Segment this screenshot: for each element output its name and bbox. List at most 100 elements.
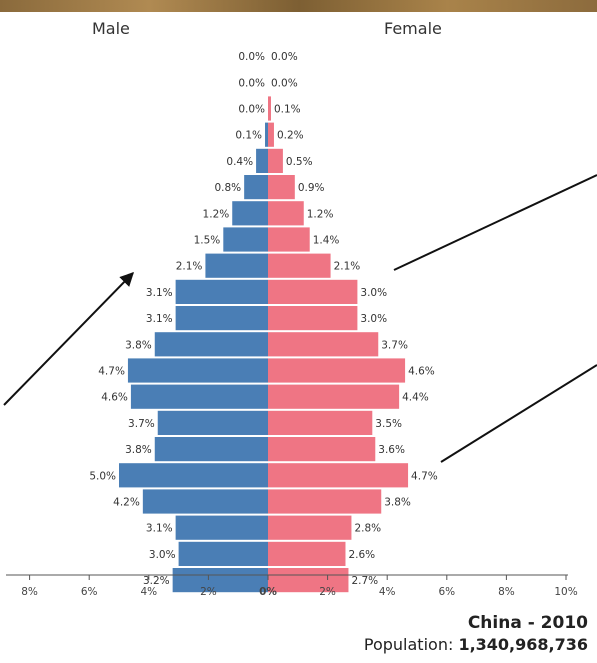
female-bar <box>268 515 352 540</box>
male-bar <box>172 568 268 593</box>
male-value-label: 3.2% <box>143 575 170 587</box>
female-bar <box>268 279 358 304</box>
female-bar <box>268 332 379 357</box>
male-value-label: 3.1% <box>146 287 173 299</box>
male-bar <box>244 175 268 200</box>
top-image-strip <box>0 0 597 12</box>
male-value-label: 3.8% <box>125 444 152 456</box>
female-bar <box>268 96 271 121</box>
female-value-label: 3.7% <box>381 339 408 351</box>
male-value-label: 1.5% <box>194 235 221 247</box>
x-tick-label: 6% <box>81 586 98 598</box>
annotation-line-upper <box>393 174 597 271</box>
male-value-label: 3.0% <box>149 549 176 561</box>
female-value-label: 0.0% <box>271 51 298 63</box>
male-bar <box>119 463 268 488</box>
female-bar <box>268 463 409 488</box>
x-tick-label: 0% <box>259 586 277 598</box>
chart-caption: China - 2010 Population: 1,340,968,736 <box>364 612 588 656</box>
female-bar <box>268 489 382 514</box>
male-bar <box>265 122 268 147</box>
male-bar <box>223 227 268 252</box>
female-bar <box>268 122 274 147</box>
male-bar <box>205 253 268 278</box>
male-value-label: 2.1% <box>176 261 203 273</box>
x-tick-label: 2% <box>319 586 336 598</box>
male-value-label: 5.0% <box>89 470 116 482</box>
female-bar <box>268 410 373 435</box>
female-value-label: 2.8% <box>354 523 381 535</box>
x-tick-label: 4% <box>140 586 157 598</box>
male-bar <box>232 201 268 226</box>
male-value-label: 4.6% <box>101 392 128 404</box>
annotation-line-lower <box>440 364 597 463</box>
female-bar <box>268 201 304 226</box>
population-label: Population: <box>363 635 459 654</box>
female-bar <box>268 568 349 593</box>
female-value-label: 4.7% <box>411 470 438 482</box>
female-value-label: 3.8% <box>384 497 411 509</box>
female-value-label: 0.0% <box>271 77 298 89</box>
male-bar <box>157 410 268 435</box>
x-tick-label: 8% <box>498 586 515 598</box>
female-value-label: 0.5% <box>286 156 313 168</box>
female-bar <box>268 358 406 383</box>
male-side-label: Male <box>92 19 130 38</box>
female-value-label: 4.4% <box>402 392 429 404</box>
male-bar <box>175 306 268 331</box>
male-bar <box>154 437 268 462</box>
male-bar <box>256 148 268 173</box>
population-value: 1,340,968,736 <box>458 635 588 654</box>
x-tick-label: 10% <box>554 586 577 598</box>
female-bar <box>268 175 295 200</box>
female-value-label: 1.4% <box>313 235 340 247</box>
male-bar <box>142 489 268 514</box>
x-tick-label: 8% <box>21 586 38 598</box>
male-bar <box>175 279 268 304</box>
female-value-label: 3.6% <box>378 444 405 456</box>
male-value-label: 0.8% <box>214 182 241 194</box>
male-value-label: 3.1% <box>146 313 173 325</box>
female-value-label: 4.6% <box>408 366 435 378</box>
male-value-label: 4.2% <box>113 497 140 509</box>
female-value-label: 0.1% <box>274 104 301 116</box>
female-value-label: 3.0% <box>360 313 387 325</box>
male-value-label: 3.8% <box>125 339 152 351</box>
female-bar <box>268 253 331 278</box>
population-pyramid-chart: 0.0% 0.0% 0.0% 0.0% 0.0% 0.1% 0.1% 0.2% 0.4% 0.5%… <box>3 51 597 598</box>
female-value-label: 2.1% <box>334 261 361 273</box>
female-bar <box>268 227 310 252</box>
x-tick-label: 2% <box>200 586 217 598</box>
male-bar <box>154 332 268 357</box>
male-bar <box>130 384 268 409</box>
female-value-label: 2.7% <box>351 575 378 587</box>
female-value-label: 0.2% <box>277 130 304 142</box>
female-bar <box>268 306 358 331</box>
male-value-label: 3.1% <box>146 523 173 535</box>
female-bar <box>268 541 346 566</box>
male-value-label: 0.0% <box>238 104 265 116</box>
female-bar <box>268 384 400 409</box>
male-bar <box>178 541 268 566</box>
male-value-label: 0.0% <box>238 51 265 63</box>
male-bar <box>175 515 268 540</box>
male-value-label: 4.7% <box>98 366 125 378</box>
female-value-label: 3.5% <box>375 418 402 430</box>
female-value-label: 0.9% <box>298 182 325 194</box>
female-bar <box>268 437 376 462</box>
x-tick-label: 4% <box>379 586 396 598</box>
female-value-label: 3.0% <box>360 287 387 299</box>
female-value-label: 2.6% <box>348 549 375 561</box>
x-tick-label: 6% <box>438 586 455 598</box>
annotation-arrow-male <box>3 271 134 406</box>
male-bar <box>127 358 268 383</box>
country-year-title: China - 2010 <box>467 613 588 633</box>
male-value-label: 1.2% <box>203 208 230 220</box>
male-value-label: 3.7% <box>128 418 155 430</box>
female-value-label: 1.2% <box>307 208 334 220</box>
male-value-label: 0.0% <box>238 77 265 89</box>
female-bar <box>268 148 283 173</box>
male-value-label: 0.4% <box>226 156 253 168</box>
male-value-label: 0.1% <box>235 130 262 142</box>
female-side-label: Female <box>384 19 442 38</box>
